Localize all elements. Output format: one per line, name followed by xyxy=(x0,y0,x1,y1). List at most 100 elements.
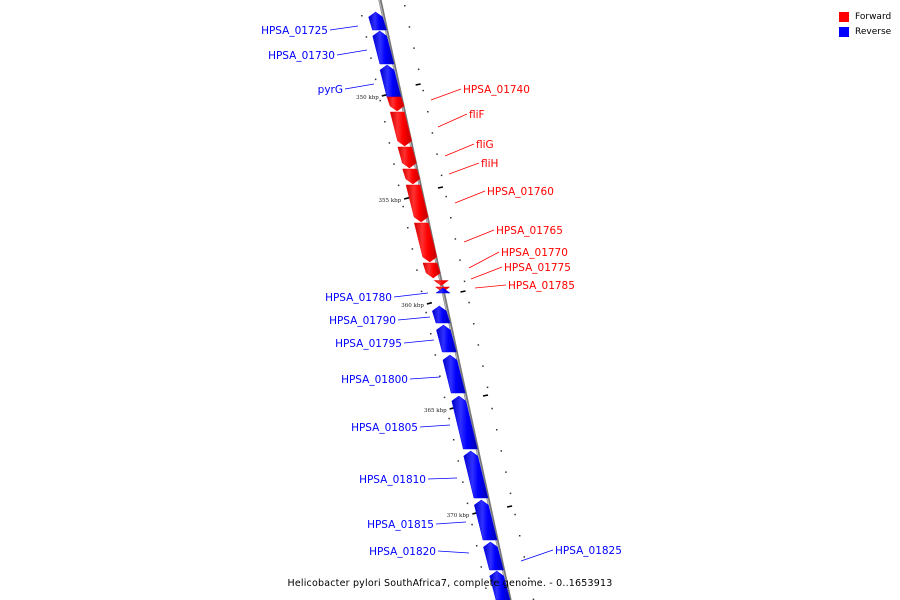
minor-tick xyxy=(468,301,470,304)
minor-tick xyxy=(365,36,368,38)
gene-label[interactable]: HPSA_01770 xyxy=(501,247,568,259)
minor-tick xyxy=(450,217,452,219)
gene-hpsa-01760[interactable] xyxy=(405,184,429,223)
gene-label[interactable]: HPSA_01805 xyxy=(351,422,418,434)
leader-line xyxy=(409,376,441,380)
gene-label[interactable]: fliH xyxy=(481,158,498,170)
minor-tick xyxy=(440,174,443,177)
minor-tick xyxy=(491,407,493,410)
gene-label[interactable]: HPSA_01740 xyxy=(463,84,530,96)
minor-tick xyxy=(384,121,386,123)
gene-labels: HPSA_01725 HPSA_01730 pyrG HPSA_01740 fliF fl… xyxy=(261,25,622,562)
gene-label[interactable]: fliF xyxy=(469,109,485,121)
gene-hpsa-01810[interactable] xyxy=(463,450,489,499)
leader-line xyxy=(444,143,475,157)
major-tick xyxy=(381,93,388,97)
gene-label[interactable]: fliG xyxy=(476,139,494,151)
legend-forward-label: Forward xyxy=(855,11,892,22)
minor-tick xyxy=(459,259,461,261)
gene-label[interactable]: HPSA_01765 xyxy=(496,225,563,237)
minor-tick xyxy=(422,89,424,92)
minor-tick xyxy=(477,344,480,346)
gene-hpsa-01730[interactable] xyxy=(372,30,395,65)
gene-hpsa-01725[interactable] xyxy=(368,11,387,31)
gene-flig[interactable] xyxy=(397,146,417,169)
gene-hpsa-01770[interactable] xyxy=(422,262,441,279)
major-tick xyxy=(415,83,421,86)
leader-line xyxy=(393,292,429,298)
minor-tick xyxy=(495,429,498,431)
leader-line xyxy=(470,266,503,280)
gene-hpsa-01825[interactable] xyxy=(489,570,511,600)
gene-hpsa-01805[interactable] xyxy=(451,395,478,450)
leader-line xyxy=(397,316,431,321)
gene-pyrg[interactable] xyxy=(379,64,402,99)
minor-tick xyxy=(443,396,446,399)
leader-line xyxy=(419,424,451,428)
minor-tick xyxy=(431,132,434,134)
minor-tick xyxy=(448,417,450,420)
minor-tick xyxy=(379,99,381,102)
gene-hpsa-01765[interactable] xyxy=(414,222,438,263)
minor-tick xyxy=(393,163,395,165)
minor-tick xyxy=(514,513,516,516)
major-tick xyxy=(426,301,433,305)
minor-tick xyxy=(445,195,447,198)
minor-tick xyxy=(532,598,535,600)
gene-hpsa-01790[interactable] xyxy=(432,305,451,324)
major-tick xyxy=(482,394,489,397)
gene-label[interactable]: HPSA_01800 xyxy=(341,374,408,386)
gene-label[interactable]: HPSA_01795 xyxy=(335,338,402,350)
minor-tick xyxy=(471,523,473,526)
gene-hpsa-01780[interactable] xyxy=(435,287,451,294)
major-tick xyxy=(403,196,410,200)
leader-line xyxy=(468,251,500,269)
minor-tick xyxy=(463,280,466,283)
gene-hpsa-01795[interactable] xyxy=(436,324,457,353)
gene-flif[interactable] xyxy=(389,111,412,147)
gene-label[interactable]: HPSA_01730 xyxy=(268,50,335,62)
minor-tick xyxy=(413,47,415,49)
gene-label[interactable]: HPSA_01725 xyxy=(261,25,328,37)
gene-label[interactable]: HPSA_01810 xyxy=(359,474,426,486)
gene-label[interactable]: HPSA_01815 xyxy=(367,519,434,531)
gene-label[interactable]: HPSA_01780 xyxy=(325,292,392,304)
leader-line xyxy=(463,229,495,243)
gene-hpsa-01820[interactable] xyxy=(483,541,504,571)
leader-line xyxy=(329,25,359,31)
gene-hpsa-01740[interactable] xyxy=(386,96,405,112)
gene-flih[interactable] xyxy=(402,168,421,185)
gene-label[interactable]: HPSA_01785 xyxy=(508,280,575,292)
gene-hpsa-01800[interactable] xyxy=(442,354,466,394)
gene-hpsa-01775[interactable] xyxy=(433,280,449,286)
minor-tick xyxy=(374,78,377,81)
gene-label[interactable]: HPSA_01825 xyxy=(555,545,622,557)
minor-tick xyxy=(472,323,475,325)
gene-hpsa-01815[interactable] xyxy=(474,499,498,541)
minor-tick xyxy=(425,311,427,314)
gene-label[interactable]: HPSA_01760 xyxy=(487,186,554,198)
reverse-swatch xyxy=(839,26,849,37)
leader-line xyxy=(454,190,486,204)
minor-tick xyxy=(416,269,418,271)
gene-label[interactable]: HPSA_01820 xyxy=(369,546,436,558)
minor-tick xyxy=(402,205,404,208)
gene-label[interactable]: HPSA_01790 xyxy=(329,315,396,327)
leader-line xyxy=(427,477,458,480)
minor-tick xyxy=(408,26,411,28)
gene-label[interactable]: HPSA_01775 xyxy=(504,262,571,274)
scale-ticks: 350 kbp 355 kbp 360 kbp 365 kbp 370 kbp xyxy=(356,5,535,600)
minor-tick xyxy=(417,68,420,71)
minor-tick xyxy=(361,15,363,17)
minor-tick xyxy=(509,492,512,495)
minor-tick xyxy=(420,290,423,293)
scale-tick-label: 350 kbp xyxy=(356,95,379,101)
gene-label[interactable]: pyrG xyxy=(318,84,343,96)
leader-line xyxy=(474,284,507,289)
leader-line xyxy=(344,83,375,90)
leader-line xyxy=(448,162,480,175)
minor-tick xyxy=(500,450,503,452)
scale-tick-label: 365 kbp xyxy=(424,408,447,414)
major-tick xyxy=(437,186,444,189)
leader-line xyxy=(437,550,470,554)
